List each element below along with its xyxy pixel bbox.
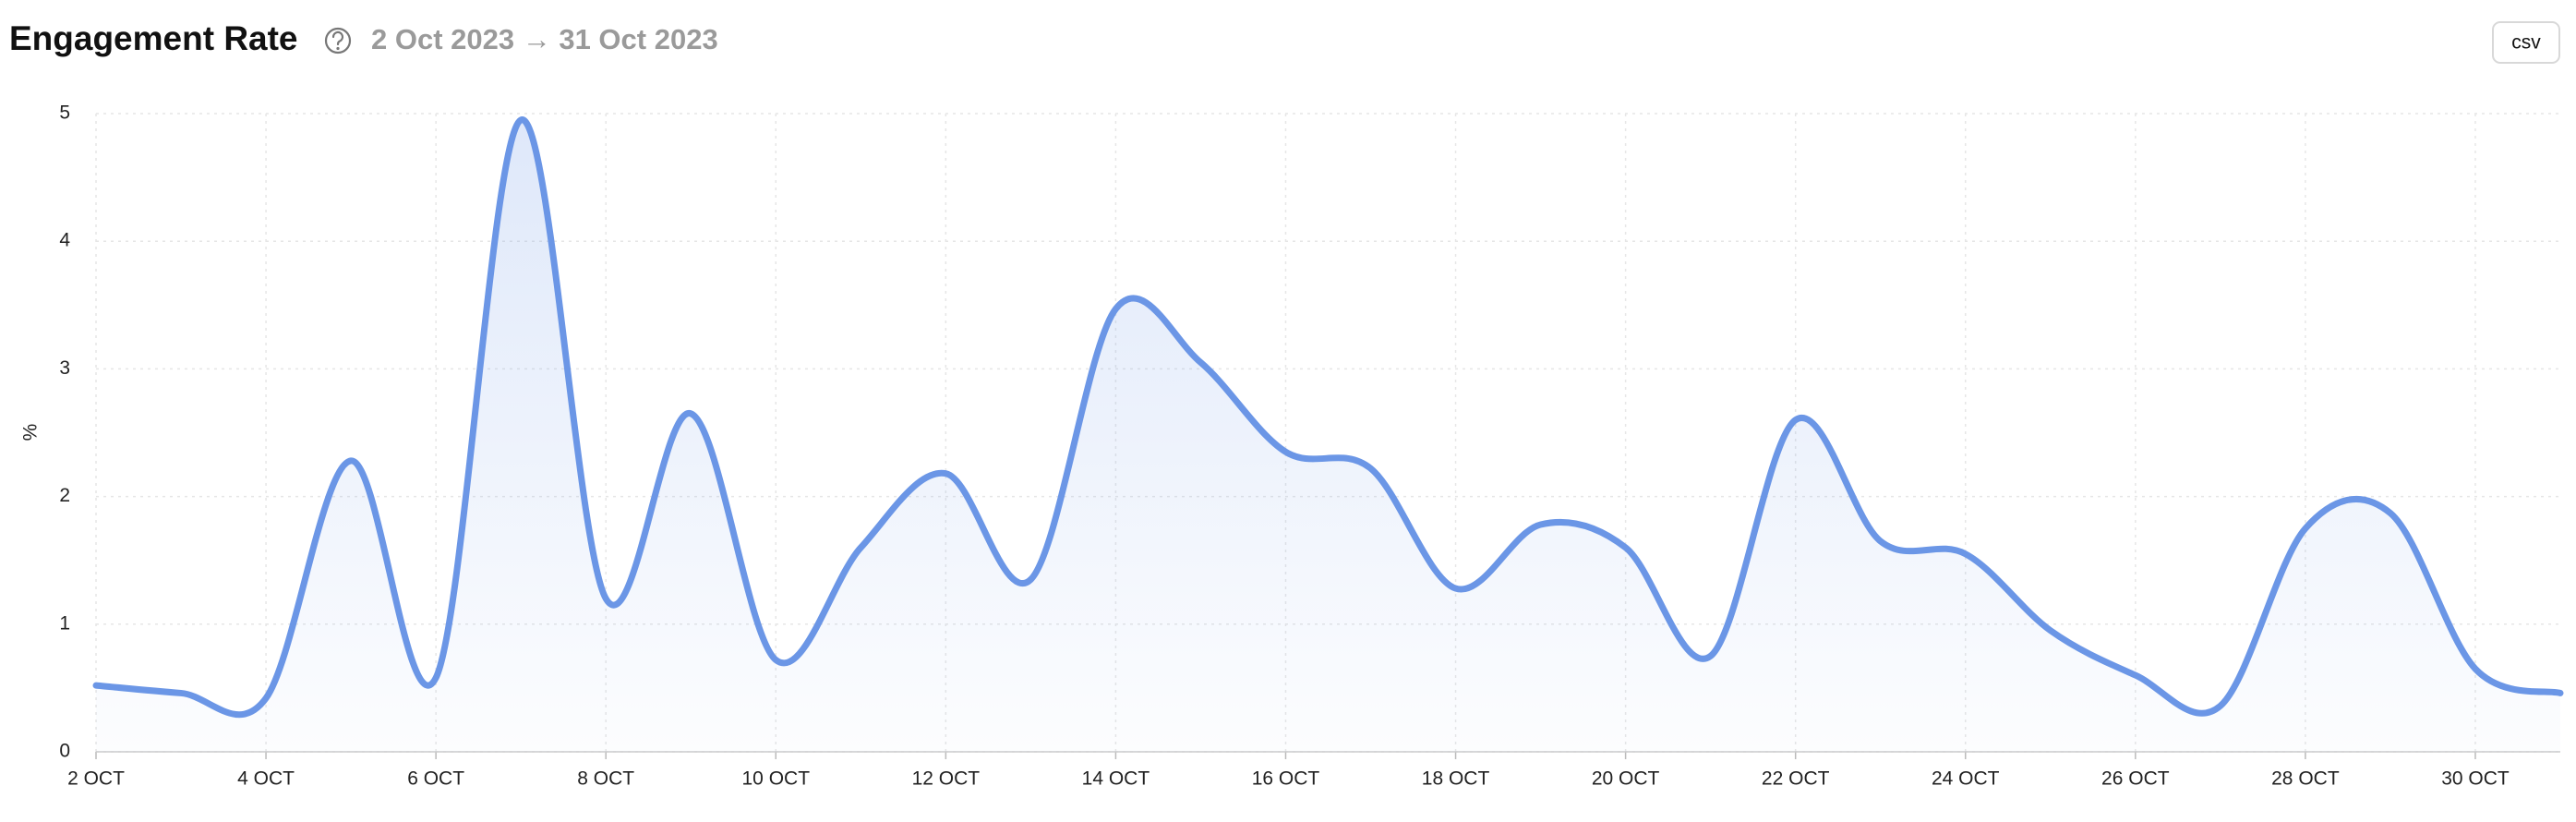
x-tick-label: 2 OCT xyxy=(67,768,125,790)
x-tick-label: 10 OCT xyxy=(742,768,811,790)
x-tick-label: 12 OCT xyxy=(912,768,981,790)
x-tick-label: 6 OCT xyxy=(407,768,464,790)
y-tick-label: 3 xyxy=(59,357,70,379)
x-tick-label: 28 OCT xyxy=(2271,768,2340,790)
area xyxy=(96,119,2560,753)
x-tick-label: 16 OCT xyxy=(1252,768,1320,790)
chart-title: Engagement Rate xyxy=(9,19,298,57)
x-tick-label: 22 OCT xyxy=(1762,768,1830,790)
x-tick-label: 8 OCT xyxy=(577,768,634,790)
x-tick-label: 4 OCT xyxy=(237,768,295,790)
y-tick-label: 2 xyxy=(59,485,70,506)
x-tick-label: 14 OCT xyxy=(1082,768,1150,790)
y-tick-label: 5 xyxy=(59,103,70,124)
x-tick-label: 26 OCT xyxy=(2101,768,2170,790)
line xyxy=(92,116,2564,719)
y-tick-label: 1 xyxy=(59,612,70,634)
x-tick-label: 30 OCT xyxy=(2441,768,2510,790)
x-tick-label: 18 OCT xyxy=(1422,768,1490,790)
csv-button-label[interactable]: csv xyxy=(2511,32,2541,54)
y-axis-label: % xyxy=(20,424,42,441)
y-tick-label: 0 xyxy=(59,741,70,762)
x-tick-label: 20 OCT xyxy=(1592,768,1660,790)
help-icon[interactable] xyxy=(324,27,352,54)
y-tick-label: 4 xyxy=(59,230,70,251)
csv-button[interactable]: csv xyxy=(2492,21,2560,64)
x-tick-label: 24 OCT xyxy=(1932,768,2000,790)
date-range: 2 Oct 2023 → 31 Oct 2023 xyxy=(371,23,718,55)
